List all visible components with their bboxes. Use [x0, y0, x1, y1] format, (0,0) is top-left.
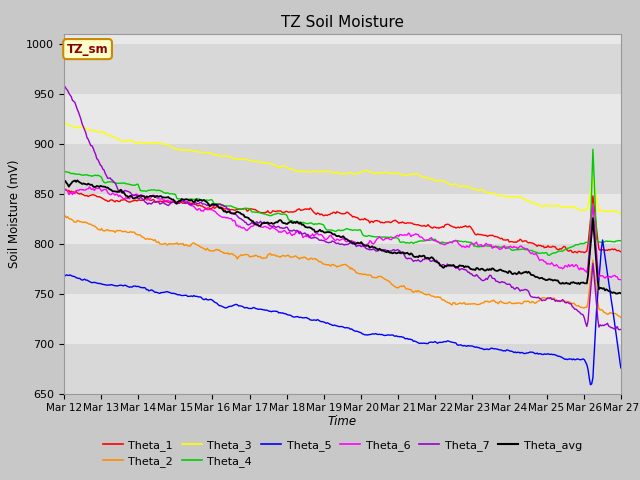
Theta_avg [532, 274, 540, 280]
Y-axis label: Soil Moisture (mV): Soil Moisture (mV) [8, 159, 20, 268]
Bar [64, 94, 621, 144]
Theta_1 [510, 240, 518, 245]
Theta_3 [61, 120, 69, 126]
Theta_5 [71, 274, 79, 280]
Theta_7 [510, 286, 518, 292]
Theta_5 [510, 350, 518, 356]
Theta_4 [525, 248, 532, 253]
Theta_5 [587, 382, 595, 388]
Theta_avg [526, 270, 534, 276]
Theta_7 [617, 326, 625, 332]
Theta_1 [525, 240, 532, 246]
Theta_6 [60, 188, 68, 193]
Theta_6 [617, 277, 625, 283]
Bar [64, 144, 621, 193]
Line: Theta_3: Theta_3 [64, 123, 621, 214]
Theta_3 [617, 211, 625, 216]
Theta_4 [510, 247, 518, 253]
Theta_5 [60, 273, 68, 278]
Theta_avg [612, 291, 620, 297]
Theta_2 [60, 213, 68, 218]
Theta_7 [60, 82, 68, 88]
Theta_2 [531, 300, 538, 306]
Bar [64, 34, 621, 44]
Line: Theta_4: Theta_4 [64, 149, 621, 255]
Bar [64, 294, 621, 344]
Theta_1 [573, 250, 581, 256]
Theta_avg [60, 179, 68, 184]
Bar [64, 244, 621, 294]
Theta_avg [71, 178, 79, 183]
Theta_1 [71, 190, 79, 195]
Theta_5 [360, 331, 367, 337]
Title: TZ Soil Moisture: TZ Soil Moisture [281, 15, 404, 30]
Bar [64, 344, 621, 394]
Theta_6 [532, 251, 540, 256]
Theta_5 [246, 306, 253, 312]
Theta_1 [60, 186, 68, 192]
Theta_7 [360, 244, 367, 250]
Theta_1 [360, 217, 367, 223]
Theta_avg [247, 217, 255, 223]
Theta_4 [360, 233, 367, 239]
Bar [64, 44, 621, 94]
Theta_4 [545, 252, 553, 258]
Theta_avg [617, 290, 625, 296]
Theta_3 [532, 201, 540, 207]
Theta_4 [589, 146, 596, 152]
Theta_5 [599, 237, 607, 243]
Theta_3 [60, 121, 68, 127]
Line: Theta_7: Theta_7 [64, 85, 621, 330]
Theta_7 [525, 288, 532, 294]
Theta_2 [510, 301, 518, 307]
Theta_6 [247, 224, 255, 229]
Theta_4 [617, 238, 625, 243]
Theta_avg [74, 178, 81, 183]
Theta_4 [60, 168, 68, 174]
Theta_5 [617, 365, 625, 371]
Theta_3 [526, 199, 534, 204]
Theta_6 [511, 244, 519, 250]
X-axis label: Time: Time [328, 415, 357, 428]
Theta_4 [531, 249, 538, 255]
Theta_7 [531, 294, 538, 300]
Theta_2 [246, 254, 253, 260]
Theta_1 [246, 206, 253, 212]
Theta_4 [71, 171, 79, 177]
Theta_2 [617, 314, 625, 320]
Text: TZ_sm: TZ_sm [67, 43, 108, 56]
Theta_avg [511, 270, 519, 276]
Line: Theta_6: Theta_6 [64, 187, 621, 280]
Theta_avg [361, 243, 369, 249]
Theta_2 [360, 272, 367, 277]
Line: Theta_1: Theta_1 [64, 189, 621, 253]
Theta_3 [511, 193, 519, 199]
Theta_5 [525, 350, 532, 356]
Theta_6 [86, 184, 93, 190]
Theta_2 [71, 219, 79, 225]
Legend: Theta_1, Theta_2, Theta_3, Theta_4, Theta_5, Theta_6, Theta_7, Theta_avg: Theta_1, Theta_2, Theta_3, Theta_4, Thet… [98, 435, 587, 471]
Theta_7 [616, 327, 623, 333]
Theta_6 [526, 250, 534, 255]
Theta_2 [525, 299, 532, 304]
Theta_3 [72, 125, 80, 131]
Line: Theta_5: Theta_5 [64, 240, 621, 385]
Theta_7 [246, 222, 253, 228]
Theta_6 [71, 191, 79, 196]
Line: Theta_avg: Theta_avg [64, 180, 621, 294]
Theta_5 [531, 350, 538, 356]
Theta_4 [246, 205, 253, 211]
Theta_3 [361, 168, 369, 173]
Theta_1 [531, 241, 538, 247]
Line: Theta_2: Theta_2 [64, 216, 621, 317]
Theta_7 [71, 100, 79, 106]
Bar [64, 193, 621, 244]
Theta_1 [617, 249, 625, 254]
Theta_6 [361, 242, 369, 248]
Theta_3 [247, 157, 255, 163]
